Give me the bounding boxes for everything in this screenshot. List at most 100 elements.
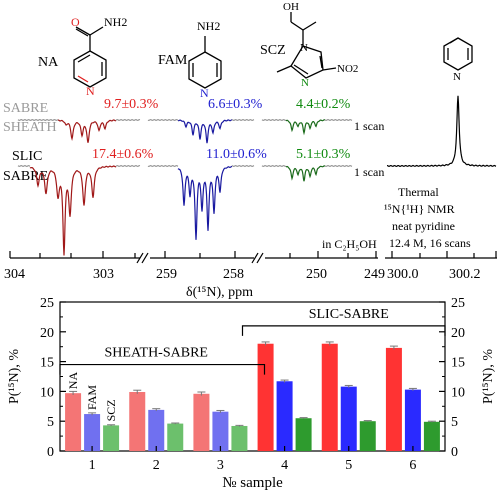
fam-nitrogen-label: N [200, 86, 209, 100]
series-label-na: NA [66, 372, 80, 390]
slic-scz-value: 5.1±0.3% [296, 147, 351, 162]
thermal-line-4: 12.4 M, 16 scans [389, 236, 471, 250]
sheath-label-line2: SHEATH [3, 120, 57, 135]
na-nitrogen-label: N [86, 84, 95, 98]
slic-scz-trace [285, 165, 326, 182]
series-label-fam: FAM [85, 385, 99, 410]
slic-baseline-na [115, 164, 141, 168]
bar-scz-sample-2 [167, 423, 184, 451]
y-tick-label-left: 5 [47, 415, 54, 430]
y-axis-label-left: P(¹⁵N), % [7, 349, 22, 404]
x-tick-label-4: 4 [281, 458, 288, 473]
slic-baseline-scz-left [261, 164, 287, 168]
bar-na-sample-1 [65, 393, 82, 451]
x-axis-label: № sample [222, 475, 283, 490]
na-label: NA [38, 55, 59, 70]
y-tick-label-right: 15 [451, 356, 465, 371]
fam-label: FAM [158, 53, 188, 68]
bar-fam-sample-5 [340, 386, 357, 451]
slic-fam-value: 11.0±0.6% [206, 147, 267, 162]
bar-scz-sample-1 [103, 425, 120, 451]
tick-258: 258 [223, 267, 244, 282]
sheath-baseline-left [17, 118, 59, 122]
sheath-fam-trace [178, 119, 233, 144]
scz-label: SCZ [260, 43, 286, 58]
bar-na-sample-3 [193, 393, 210, 451]
bar-na-sample-4 [257, 343, 274, 451]
group-bracket-sheath [59, 363, 266, 375]
bar-scz-sample-5 [359, 421, 376, 451]
spectra-traces [17, 95, 497, 256]
sheath-scan-label: 1 scan [354, 119, 384, 133]
sheath-label-line1: SABRE [3, 101, 48, 116]
y-tick-label-left: 25 [40, 296, 54, 311]
slic-scan-label: 1 scan [354, 165, 384, 179]
fampridine-structure [188, 36, 222, 89]
slic-baseline-scz [324, 164, 353, 168]
slic-baseline-fam-left [147, 164, 179, 168]
bar-fam-sample-3 [212, 411, 229, 451]
group-label-sheath: SHEATH-SABRE [105, 346, 208, 361]
slic-baseline-left [17, 164, 31, 168]
tick-250: 250 [306, 267, 327, 282]
solvent-label: in C₂H₅OH [322, 237, 377, 251]
y-tick-label-right: 20 [451, 326, 465, 341]
y-axis-label-right: P(¹⁵N), % [481, 349, 496, 404]
slic-label-line1: SLIC [12, 149, 42, 164]
thermal-pyridine-trace [387, 95, 497, 168]
y-tick-label-right: 25 [451, 296, 465, 311]
y-tick-label-right: 10 [451, 385, 465, 400]
secnidazole-structure [276, 12, 337, 79]
spectral-axis [9, 251, 497, 264]
y-tick-label-left: 10 [40, 385, 54, 400]
x-tick-label-2: 2 [153, 458, 160, 473]
sheath-baseline-fam-left [147, 118, 179, 122]
x-tick-label-6: 6 [409, 458, 416, 473]
y-tick-label-right: 0 [451, 445, 458, 460]
thermal-line-1: Thermal [398, 185, 439, 199]
tick-300-0: 300.0 [387, 267, 419, 282]
sheath-fam-value: 6.6±0.3% [208, 97, 263, 112]
sheath-scz-value: 4.4±0.2% [296, 97, 351, 112]
tick-259: 259 [156, 267, 177, 282]
slic-label-line2: SABRE [3, 169, 48, 184]
slic-fam-trace [177, 165, 233, 240]
bar-fam-sample-6 [404, 389, 421, 451]
sheath-baseline-na [115, 118, 141, 122]
x-tick-label-1: 1 [89, 458, 96, 473]
y-tick-label-left: 20 [40, 326, 54, 341]
sheath-baseline-fam [231, 118, 255, 122]
group-bracket-slic [241, 325, 446, 336]
bar-fam-sample-1 [84, 414, 101, 451]
bar-na-sample-5 [321, 343, 338, 451]
nicotinamide-structure [73, 26, 107, 88]
bar-scz-sample-3 [231, 425, 248, 451]
tick-304: 304 [4, 267, 25, 282]
slic-na-value: 17.4±0.6% [92, 147, 154, 162]
bar-na-sample-6 [385, 347, 402, 451]
y-tick-label-left: 15 [40, 356, 54, 371]
group-label-slic: SLIC-SABRE [309, 307, 389, 322]
bar-na-sample-2 [129, 391, 146, 451]
sheath-na-trace [57, 119, 117, 143]
sheath-na-value: 9.7±0.3% [104, 97, 159, 112]
tick-300-2: 300.2 [449, 267, 481, 282]
scz-nitrogen-label: N [301, 77, 309, 89]
y-tick-label-right: 5 [451, 415, 458, 430]
bar-scz-sample-6 [423, 421, 440, 451]
sheath-scz-trace [285, 119, 326, 136]
scz-no2-label: NO2 [337, 63, 358, 75]
bar-fam-sample-2 [148, 409, 165, 451]
slic-baseline-fam [231, 164, 255, 168]
thermal-line-2: ¹⁵N{¹H} NMR [384, 202, 455, 216]
tick-249: 249 [364, 267, 385, 282]
na-nh2-label: NH2 [104, 15, 127, 29]
tick-303: 303 [93, 267, 114, 282]
sheath-baseline-scz [324, 118, 353, 122]
series-label-scz: SCZ [104, 399, 118, 421]
fam-nh2-label: NH2 [197, 19, 220, 33]
pyridine-structure [443, 37, 473, 71]
thermal-line-3: neat pyridine [392, 219, 455, 233]
